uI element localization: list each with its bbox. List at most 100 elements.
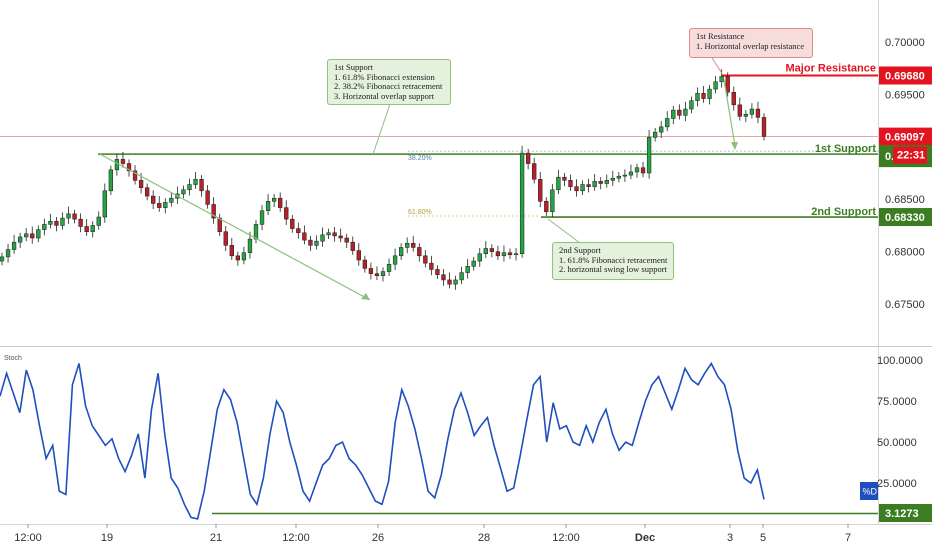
stoch-title: Stoch [4, 355, 22, 362]
candle-body-23 [138, 180, 144, 188]
candle-body-55 [332, 232, 337, 237]
candle-body-73 [441, 274, 446, 281]
candle-body-69 [417, 247, 422, 257]
candle-body-34 [205, 190, 210, 205]
candle-body-22 [132, 170, 138, 181]
candle-body-6 [36, 229, 41, 239]
candle-body-8 [48, 220, 53, 225]
candle-body-7 [42, 224, 47, 230]
candle-body-94 [568, 180, 573, 187]
candle-body-36 [217, 217, 222, 232]
candle-body-52 [314, 240, 319, 246]
time-tick-6: 12:00 [552, 532, 580, 544]
fib-label-618: 61.80% [408, 209, 432, 216]
second-support-price-value: 0.68330 [885, 212, 925, 224]
note-res-line-1: 1. Horizontal overlap resistance [696, 40, 805, 51]
candle-body-98 [592, 181, 597, 187]
candle-body-48 [290, 218, 295, 229]
price-tick-2: 0.68500 [885, 194, 925, 206]
time-axis-ticks: 12:00 19 21 12:00 26 28 12:00 Dec 3 5 7 [14, 524, 851, 544]
candle-body-76 [459, 272, 464, 281]
candle-body-70 [423, 255, 428, 264]
second-support-label: 2nd Support [811, 206, 876, 218]
candle-body-17 [102, 190, 107, 218]
candle-body-81 [489, 248, 495, 252]
candle-body-117 [707, 88, 712, 99]
countdown-value: 22:31 [897, 150, 925, 162]
candle-body-9 [54, 220, 59, 226]
candle-body-64 [386, 263, 392, 272]
candle-body-20 [120, 159, 126, 164]
time-tick-7: Dec [635, 532, 655, 544]
price-tick-1: 0.69500 [885, 89, 925, 101]
major-resistance-label: Major Resistance [786, 62, 876, 74]
candle-body-120 [725, 76, 730, 93]
level-price-labels: Major Resistance 1st Support 2nd Support 0.… [786, 62, 932, 227]
candle-body-96 [580, 184, 585, 192]
candle-body-91 [550, 189, 555, 213]
candle-body-58 [350, 241, 355, 251]
note-s1-title: 1st Support [334, 62, 373, 72]
time-tick-1: 19 [101, 532, 113, 544]
candle-body-66 [398, 247, 404, 257]
candle-body-106 [640, 167, 646, 174]
candle-body-83 [501, 252, 507, 257]
drop-arrow-line [723, 79, 736, 147]
fib-label-382: 38.20% [408, 155, 432, 162]
time-tick-8: 3 [727, 532, 733, 544]
note-s1-line-2: 2. 38.2% Fibonacci retracement [334, 81, 443, 91]
candle-body-68 [411, 242, 416, 248]
candle-body-103 [622, 174, 628, 177]
price-level-lines [0, 74, 878, 218]
candle-body-30 [181, 189, 186, 195]
candle-body-112 [677, 109, 682, 116]
candle-body-89 [538, 179, 543, 202]
candle-body-46 [278, 197, 283, 208]
candle-body-33 [199, 179, 204, 192]
drop-arrow-head [731, 142, 738, 151]
price-tick-0: 0.70000 [885, 37, 925, 49]
candle-body-109 [659, 126, 664, 133]
trend-arrow-line [99, 153, 371, 301]
candle-body-27 [163, 202, 168, 208]
major-resistance-price-box [879, 66, 932, 85]
time-tick-4: 26 [372, 532, 384, 544]
stoch-last-value: 3.1273 [885, 508, 919, 520]
candle-body-21 [126, 163, 132, 172]
candle-body-102 [616, 175, 622, 179]
current-price-value: 0.69097 [885, 132, 925, 144]
candle-body-97 [586, 184, 591, 187]
candle-body-95 [574, 186, 579, 192]
candle-body-26 [157, 203, 162, 208]
candle-body-80 [483, 248, 488, 254]
candle-body-59 [356, 250, 361, 261]
candle-body-105 [634, 167, 640, 173]
note-s2-pointer [547, 218, 581, 244]
candle-body-88 [532, 163, 537, 180]
candle-body-2 [11, 241, 17, 250]
note-1st-support[interactable]: 1st Support 1. 61.8% Fibonacci extension… [327, 59, 451, 105]
candle-body-77 [465, 266, 470, 273]
candle-body-125 [755, 108, 761, 118]
candle-body-1 [5, 249, 11, 258]
candle-body-49 [296, 228, 301, 234]
candle-body-63 [380, 271, 386, 277]
candle-body-82 [495, 251, 501, 257]
candle-body-51 [308, 239, 313, 246]
note-1st-resistance[interactable]: 1st Resistance 1. Horizontal overlap res… [689, 28, 813, 58]
candle-body-3 [17, 236, 23, 243]
trend-arrows [99, 57, 738, 301]
note-res-pointer [711, 57, 723, 74]
candle-body-118 [713, 81, 718, 90]
candle-body-4 [24, 233, 29, 238]
candle-body-99 [598, 181, 603, 184]
legend-d-badge[interactable] [860, 482, 878, 500]
price-tick-4: 0.67500 [885, 299, 925, 311]
candlestick-series [0, 69, 767, 290]
candle-body-60 [362, 259, 368, 269]
note-2nd-support[interactable]: 2nd Support 1. 61.8% Fibonacci retraceme… [552, 242, 674, 280]
note-s2-title: 2nd Support [559, 245, 601, 255]
candle-body-61 [368, 268, 374, 274]
candle-body-18 [108, 169, 114, 192]
